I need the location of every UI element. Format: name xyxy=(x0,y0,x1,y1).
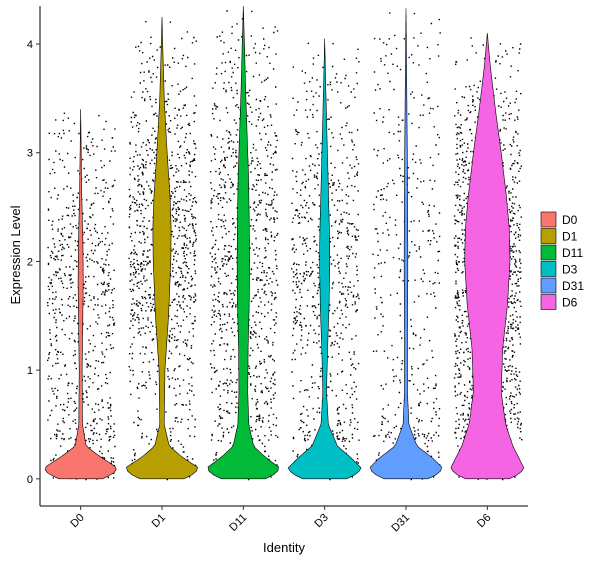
jitter-points-D1 xyxy=(128,21,198,481)
jitter-points-D31 xyxy=(372,12,441,481)
legend-swatch-D11 xyxy=(540,244,557,261)
legend-label-D11: D11 xyxy=(562,246,583,260)
violin-D11 xyxy=(207,5,280,480)
y-tick-label-4: 4 xyxy=(27,39,33,51)
y-tick-label-0: 0 xyxy=(27,474,33,486)
violin-D3 xyxy=(287,38,362,480)
violin-D31 xyxy=(369,8,443,480)
jitter-points-D6 xyxy=(453,37,523,481)
legend-label-D0: D0 xyxy=(562,213,578,227)
legend-swatch-D3 xyxy=(540,261,557,277)
y-tick-label-2: 2 xyxy=(27,256,33,268)
x-tick-label-D6: D6 xyxy=(475,512,493,530)
y-tick-label-1: 1 xyxy=(27,365,33,377)
x-tick-label-D0: D0 xyxy=(68,512,86,530)
x-tick-label-D3: D3 xyxy=(312,512,330,530)
plot-area xyxy=(44,5,525,481)
legend-swatch-D1 xyxy=(540,228,557,244)
x-tick-label-D1: D1 xyxy=(150,512,168,530)
y-axis: 0 1 2 3 4 xyxy=(27,6,41,506)
jitter-points-D3 xyxy=(291,42,360,481)
x-tick-label-D11: D11 xyxy=(227,512,249,534)
legend-swatch-D0 xyxy=(540,211,557,228)
x-axis-title: Identity xyxy=(263,540,305,555)
violin-D0 xyxy=(44,109,117,480)
x-tick-label-D31: D31 xyxy=(389,512,412,535)
legend-label-D31: D31 xyxy=(562,279,584,293)
y-axis-title: Expression Level xyxy=(8,205,23,304)
violin-D1 xyxy=(126,16,198,480)
legend-swatch-D6 xyxy=(540,294,557,310)
y-tick-label-3: 3 xyxy=(27,148,33,160)
legend-label-D6: D6 xyxy=(562,296,578,310)
legend: D0 D1 D11 D3 D31 D6 xyxy=(540,211,584,310)
legend-label-D1: D1 xyxy=(562,230,578,244)
legend-swatch-D31 xyxy=(540,277,557,294)
x-axis: D0 D1 D11 D3 D31 D6 xyxy=(40,505,528,535)
legend-label-D3: D3 xyxy=(562,263,578,277)
jitter-points-D0 xyxy=(47,112,116,481)
violin-D6 xyxy=(450,33,525,480)
jitter-points-D11 xyxy=(209,10,279,481)
